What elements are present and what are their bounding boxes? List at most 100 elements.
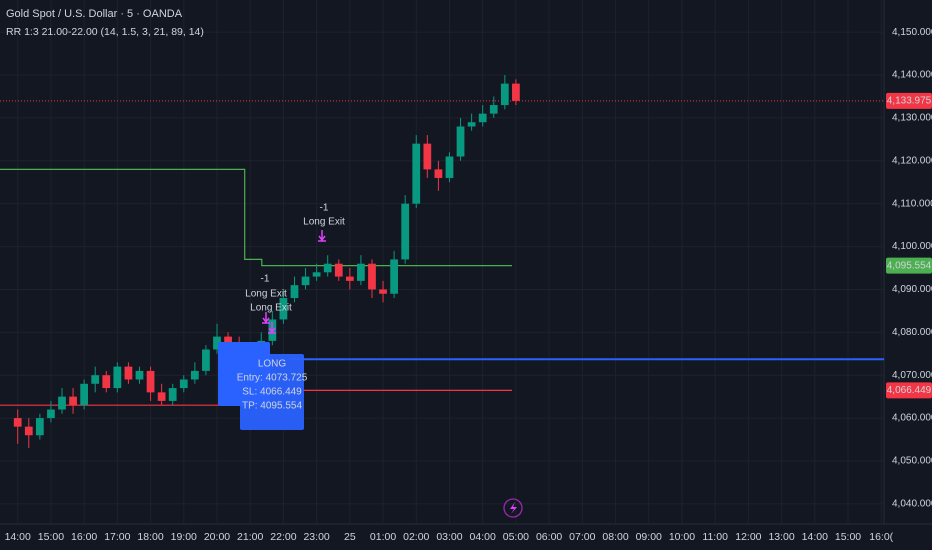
exit-arrow <box>262 312 270 324</box>
candle-body <box>512 83 520 101</box>
x-tick-label: 01:00 <box>370 531 396 543</box>
candle-body <box>478 113 487 123</box>
candle-body <box>213 336 221 350</box>
x-tick-label: 17:00 <box>104 531 130 543</box>
y-tick-label: 4,150.000 <box>892 27 932 38</box>
candle-body <box>279 298 288 320</box>
annotation: -1 <box>261 274 270 285</box>
y-tick-label: 4,040.000 <box>892 498 932 509</box>
x-tick-label: 12:00 <box>735 531 761 543</box>
y-tick-label: 4,070.000 <box>892 370 932 381</box>
candle-body <box>290 285 299 299</box>
price-tag <box>886 382 932 399</box>
candle-body <box>190 370 199 380</box>
x-tick-label: 20:00 <box>204 531 230 543</box>
x-tick-label: 04:00 <box>470 531 496 543</box>
candle-body <box>301 276 310 286</box>
y-tick-label: 4,060.000 <box>892 413 932 424</box>
x-tick-label: 03:00 <box>436 531 462 543</box>
candle-body <box>401 203 410 260</box>
annotation: Long Exit <box>250 303 292 314</box>
x-tick-label: 18:00 <box>137 531 163 543</box>
candle-body <box>13 418 22 427</box>
x-tick-label: 11:00 <box>702 531 728 543</box>
chart-title: Gold Spot / U.S. Dollar · 5 · OANDA <box>6 8 183 20</box>
annotation: -1 <box>320 203 329 214</box>
candle-body <box>434 169 443 178</box>
x-tick-label: 05:00 <box>503 531 529 543</box>
candle-body <box>456 126 465 157</box>
signal-box-text: TP: 4095.554 <box>242 401 302 412</box>
y-tick-label: 4,130.000 <box>892 113 932 124</box>
signal-box <box>240 354 304 430</box>
x-tick-label: 14:00 <box>5 531 31 543</box>
candle-body <box>500 83 509 106</box>
plot: LONG Entry: 4073.725 SL: 4066.449 TP: 4095.… <box>0 75 884 449</box>
x-tick-label: 09:00 <box>636 531 662 543</box>
y-tick-label: 4,110.000 <box>892 198 932 209</box>
x-tick-label: 23:00 <box>303 531 329 543</box>
y-tick-label: 4,050.000 <box>892 456 932 467</box>
candle-body <box>113 366 122 389</box>
x-tick-label: 15:00 <box>835 531 861 543</box>
candle-body <box>80 383 89 406</box>
price-tag-label: 4,066.449 <box>887 385 932 396</box>
exit-arrow <box>268 322 276 334</box>
candle-body <box>357 263 365 281</box>
candle-body <box>368 263 376 290</box>
x-tick-label: 10:00 <box>669 531 695 543</box>
candle-body <box>345 276 354 281</box>
axes: 4,040.000 4,050.000 4,060.000 4,070.000 4,08… <box>5 27 932 543</box>
x-tick-label: 21:00 <box>237 531 263 543</box>
candle-body <box>179 379 188 389</box>
candle-body <box>224 336 232 346</box>
event-icon[interactable] <box>503 498 523 518</box>
x-tick-label: 16:00 <box>71 531 97 543</box>
candle-body <box>445 156 454 178</box>
candle-body <box>47 409 55 419</box>
candle-body <box>467 122 476 127</box>
x-tick-label: 19:00 <box>171 531 197 543</box>
candle-body <box>135 370 144 380</box>
candle-body <box>124 366 133 380</box>
candle-body <box>157 392 166 401</box>
candle-body <box>423 143 432 170</box>
y-tick-label: 4,100.000 <box>892 241 932 252</box>
candle-body <box>58 396 66 410</box>
level-line <box>0 168 512 267</box>
price-tag-label: 4,133.975 <box>887 96 932 107</box>
price-tag-label: 4,095.554 <box>887 260 932 271</box>
signal-box-text: LONG <box>258 359 287 370</box>
candle-body <box>312 272 321 277</box>
x-tick-label: 06:00 <box>536 531 562 543</box>
candle-body <box>146 370 155 393</box>
event-bolt <box>510 502 517 514</box>
x-tick-label: 25 <box>344 531 356 543</box>
candle-body <box>334 263 343 277</box>
candle-body <box>24 426 33 436</box>
candle-body <box>91 375 100 384</box>
x-tick-label: 08:00 <box>602 531 628 543</box>
y-tick-label: 4,080.000 <box>892 327 932 338</box>
candle-body <box>35 418 44 436</box>
candle-body <box>69 396 77 406</box>
indicator-label: RR 1:3 21.00-22.00 (14, 1.5, 3, 21, 89, … <box>6 26 204 38</box>
x-tick-label: 22:00 <box>270 531 296 543</box>
candle-body <box>168 388 177 401</box>
x-tick-label: 07:00 <box>569 531 595 543</box>
annotation: Long Exit <box>245 289 287 300</box>
price-tag <box>886 92 932 109</box>
y-tick-label: 4,090.000 <box>892 284 932 295</box>
x-tick-label: 15:00 <box>38 531 64 543</box>
exit-arrow <box>318 230 326 242</box>
candle-body <box>323 263 332 273</box>
candle-body <box>390 259 398 294</box>
signal-box-text: Entry: 4073.725 <box>237 373 308 384</box>
price-tag <box>886 257 932 274</box>
candle-body <box>489 105 498 114</box>
signal-box-text: SL: 4066.449 <box>242 387 302 398</box>
candle-body <box>379 289 387 294</box>
candle-body <box>102 375 111 389</box>
